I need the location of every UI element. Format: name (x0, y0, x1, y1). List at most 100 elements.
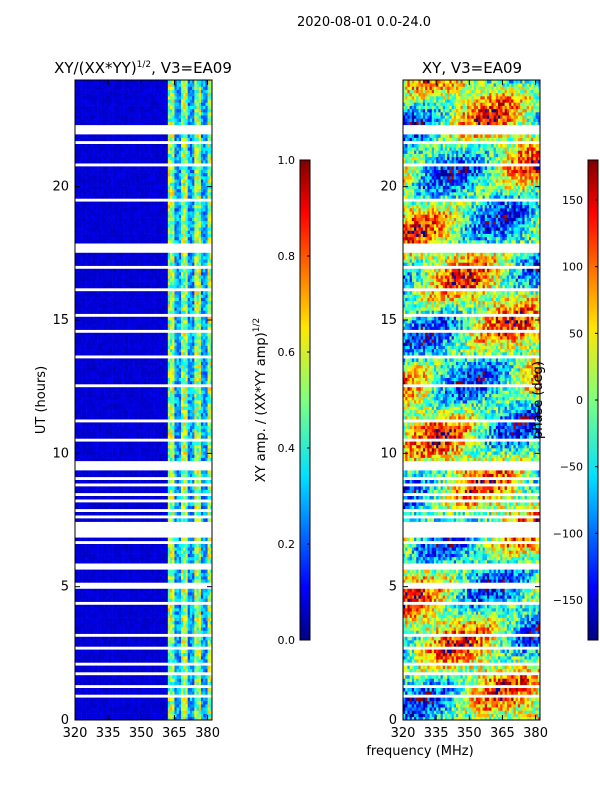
heatmap-cell (189, 380, 193, 385)
heatmap-cell (174, 553, 177, 558)
heatmap-cell (75, 371, 78, 375)
heatmap-cell (143, 569, 147, 574)
heatmap-cell (198, 512, 202, 516)
heatmap-cell (136, 390, 140, 394)
heatmap-cell (83, 489, 87, 494)
heatmap-cell (101, 595, 105, 599)
heatmap-cell (161, 681, 164, 686)
heatmap-cell (121, 604, 124, 609)
heatmap-cell (176, 425, 180, 430)
heatmap-cell (77, 480, 80, 484)
heatmap-cell (161, 480, 164, 484)
heatmap-cell (97, 486, 100, 490)
heatmap-cell (156, 716, 160, 720)
heatmap-cell (90, 454, 93, 458)
heatmap-cell (114, 448, 118, 452)
heatmap-cell (88, 512, 91, 516)
heatmap-cell (92, 403, 96, 407)
heatmap-cell (174, 390, 177, 394)
heatmap-cell (79, 380, 82, 385)
heatmap-cell (105, 624, 109, 628)
heatmap-cell (79, 636, 82, 641)
heatmap-cell (81, 614, 85, 618)
heatmap-cell (141, 412, 144, 417)
heatmap-cell (121, 656, 124, 660)
heatmap-cell (181, 627, 184, 631)
heatmap-cell (94, 473, 98, 478)
heatmap-cell (121, 704, 124, 708)
heatmap-cell (81, 713, 85, 718)
heatmap-cell (158, 489, 162, 494)
heatmap-cell (196, 681, 200, 686)
heatmap-cell (185, 697, 188, 702)
heatmap-cell (183, 569, 186, 574)
heatmap-cell (196, 435, 200, 439)
heatmap-cell (75, 435, 78, 439)
heatmap-cell (170, 678, 173, 682)
heatmap-cell (189, 409, 193, 414)
heatmap-cell (139, 396, 142, 401)
heatmap-cell (203, 380, 206, 385)
heatmap-cell (209, 544, 212, 548)
heatmap-cell (105, 611, 109, 615)
heatmap-cell (207, 681, 211, 686)
heatmap-cell (178, 480, 182, 484)
heatmap-cell (187, 403, 191, 407)
heatmap-cell (101, 688, 105, 692)
heatmap-cell (143, 592, 147, 596)
heatmap-cell (181, 448, 184, 452)
heatmap-cell (77, 649, 80, 654)
heatmap-cell (185, 678, 188, 682)
heatmap-cell (183, 710, 186, 714)
heatmap-cell (108, 390, 111, 394)
heatmap-cell (207, 553, 211, 558)
heatmap-cell (139, 435, 142, 439)
heatmap-cell (77, 614, 80, 618)
heatmap-cell (141, 422, 144, 426)
heatmap-cell (163, 691, 166, 695)
heatmap-cell (141, 665, 144, 670)
heatmap-cell (163, 713, 166, 718)
heatmap-cell (116, 678, 120, 682)
heatmap-cell (200, 556, 204, 561)
heatmap-cell (128, 576, 131, 580)
heatmap-cell (152, 707, 155, 711)
heatmap-cell (196, 547, 200, 551)
heatmap-cell (105, 579, 109, 583)
heatmap-cell (200, 393, 204, 398)
heatmap-cell (174, 435, 177, 439)
heatmap-cell (141, 387, 144, 391)
heatmap-cell (161, 652, 164, 657)
heatmap-cell (158, 681, 162, 686)
heatmap-cell (143, 537, 147, 542)
heatmap-cell (156, 416, 160, 420)
heatmap-cell (86, 435, 89, 439)
heatmap-cell (136, 595, 140, 599)
heatmap-cell (92, 659, 96, 663)
heatmap-cell (121, 544, 124, 548)
heatmap-cell (207, 387, 211, 391)
heatmap-cell (187, 473, 191, 478)
heatmap-cell (83, 435, 87, 439)
heatmap-cell (183, 691, 186, 695)
heatmap-cell (134, 649, 138, 654)
heatmap-cell (205, 630, 208, 634)
heatmap-cell (194, 649, 197, 654)
heatmap-cell (207, 688, 211, 692)
heatmap-cell (136, 576, 140, 580)
heatmap-cell (132, 665, 135, 670)
heatmap-cell (90, 470, 93, 474)
heatmap-cell (198, 710, 202, 714)
heatmap-cell (183, 716, 186, 720)
heatmap-cell (185, 704, 188, 708)
heatmap-cell (176, 457, 180, 462)
heatmap-cell (86, 393, 89, 398)
heatmap-cell (161, 444, 164, 449)
heatmap-cell (156, 496, 160, 500)
heatmap-cell (75, 697, 78, 702)
heatmap-cell (196, 409, 200, 414)
heatmap-cell (170, 630, 173, 634)
heatmap-cell (141, 390, 144, 394)
heatmap-cell (152, 470, 155, 474)
heatmap-cell (97, 691, 100, 695)
